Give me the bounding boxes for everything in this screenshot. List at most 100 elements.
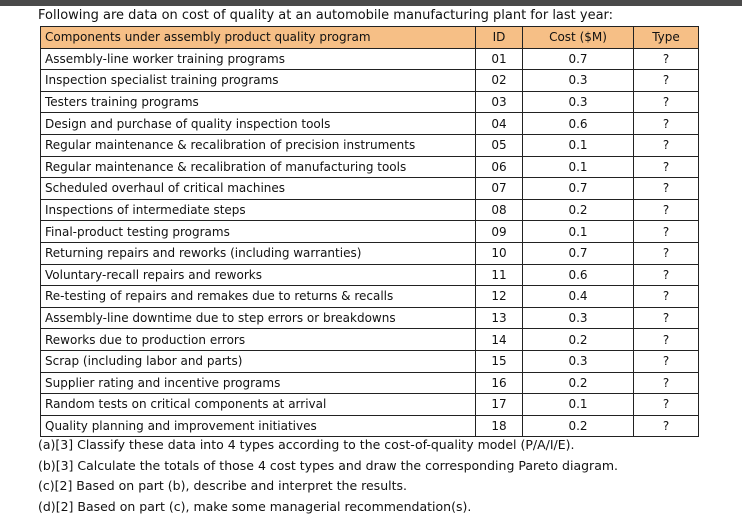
cell-type: ? [633, 177, 699, 200]
cell-type: ? [633, 133, 699, 157]
cell-component: Re-testing of repairs and remakes due to… [40, 285, 476, 308]
cell-cost: 0.3 [522, 349, 634, 373]
table-row: Design and purchase of quality inspectio… [40, 112, 699, 135]
cell-component: Testers training programs [40, 90, 476, 114]
cell-cost: 0.3 [522, 69, 634, 92]
cell-type: ? [633, 371, 699, 395]
cell-type: ? [633, 241, 699, 265]
cell-type: ? [633, 90, 699, 114]
cell-component: Reworks due to production errors [40, 328, 476, 351]
header-id: ID [475, 26, 523, 49]
cell-component: Assembly-line worker training programs [40, 47, 476, 71]
cell-cost: 0.7 [522, 177, 634, 200]
cell-cost: 0.6 [522, 112, 634, 135]
cell-component: Returning repairs and reworks (including… [40, 241, 476, 265]
cell-cost: 0.6 [522, 263, 634, 287]
header-component: Components under assembly product qualit… [40, 26, 476, 49]
cell-cost: 0.1 [522, 393, 634, 416]
question-b: (b)[3] Calculate the totals of those 4 c… [38, 457, 619, 473]
cell-id: 04 [475, 112, 523, 135]
cell-id: 08 [475, 198, 523, 222]
table-row: Reworks due to production errors 14 0.2? [40, 328, 699, 351]
cell-component: Regular maintenance & recalibration of m… [40, 155, 476, 179]
cell-type: ? [633, 112, 699, 135]
question-d: (d)[2] Based on part (c), make some mana… [38, 498, 472, 514]
cell-component: Regular maintenance & recalibration of p… [40, 133, 476, 157]
table-header-row: Components under assembly product qualit… [40, 26, 699, 49]
cell-id: 02 [475, 69, 523, 92]
table-row: Supplier rating and incentive programs 16… [40, 371, 699, 395]
cell-cost: 0.2 [522, 371, 634, 395]
table-row: Re-testing of repairs and remakes due to… [40, 285, 699, 308]
cell-type: ? [633, 328, 699, 351]
cell-id: 14 [475, 328, 523, 351]
cell-cost: 0.7 [522, 47, 634, 71]
cell-id: 12 [475, 285, 523, 308]
cell-type: ? [633, 306, 699, 330]
cell-cost: 0.2 [522, 414, 634, 438]
cell-id: 16 [475, 371, 523, 395]
table-row: Regular maintenance & recalibration of m… [40, 155, 699, 179]
cell-id: 07 [475, 177, 523, 200]
cell-id: 11 [475, 263, 523, 287]
cell-component: Voluntary-recall repairs and reworks [40, 263, 476, 287]
table-row: Inspection specialist training programs 0… [40, 69, 699, 92]
cell-component: Quality planning and improvement initiat… [40, 414, 476, 438]
table-body: Assembly-line worker training programs 01… [40, 47, 699, 438]
cell-component: Inspections of intermediate steps [40, 198, 476, 222]
table-row: Testers training programs 03 0.3? [40, 90, 699, 114]
cell-id: 17 [475, 393, 523, 416]
cell-component: Scrap (including labor and parts) [40, 349, 476, 373]
cell-cost: 0.1 [522, 220, 634, 243]
question-a: (a)[3] Classify these data into 4 types … [38, 437, 575, 452]
cell-type: ? [633, 47, 699, 71]
cell-component: Design and purchase of quality inspectio… [40, 112, 476, 135]
cell-component: Scheduled overhaul of critical machines [40, 177, 476, 200]
table-row: Quality planning and improvement initiat… [40, 414, 699, 438]
cell-id: 05 [475, 133, 523, 157]
cell-type: ? [633, 155, 699, 179]
cell-component: Supplier rating and incentive programs [40, 371, 476, 395]
cell-id: 01 [475, 47, 523, 71]
cell-cost: 0.3 [522, 90, 634, 114]
cell-component: Inspection specialist training programs [40, 69, 476, 92]
cell-component: Final-product testing programs [40, 220, 476, 243]
cell-type: ? [633, 69, 699, 92]
cell-cost: 0.1 [522, 155, 634, 179]
cell-id: 13 [475, 306, 523, 330]
table-row: Scheduled overhaul of critical machines 0… [40, 177, 699, 200]
table-row: Assembly-line downtime due to step error… [40, 306, 699, 330]
cost-of-quality-table: Components under assembly product qualit… [40, 26, 699, 438]
header-cost: Cost ($M) [522, 26, 634, 49]
cell-type: ? [633, 393, 699, 416]
cell-cost: 0.7 [522, 241, 634, 265]
question-c: (c)[2] Based on part (b), describe and i… [38, 478, 407, 493]
cell-type: ? [633, 220, 699, 243]
cell-component: Random tests on critical components at a… [40, 393, 476, 416]
cell-type: ? [633, 198, 699, 222]
questions-block: (a)[3] Classify these data into 4 types … [38, 435, 618, 517]
table-row: Inspections of intermediate steps 08 0.2? [40, 198, 699, 222]
cell-cost: 0.3 [522, 306, 634, 330]
cell-component: Assembly-line downtime due to step error… [40, 306, 476, 330]
cell-type: ? [633, 263, 699, 287]
cell-type: ? [633, 285, 699, 308]
table-row: Random tests on critical components at a… [40, 393, 699, 416]
cell-cost: 0.4 [522, 285, 634, 308]
table-row: Scrap (including labor and parts) 15 0.3? [40, 349, 699, 373]
cell-id: 03 [475, 90, 523, 114]
table-row: Returning repairs and reworks (including… [40, 241, 699, 265]
table-row: Voluntary-recall repairs and reworks 11 0.… [40, 263, 699, 287]
header-type: Type [633, 26, 699, 49]
cell-cost: 0.2 [522, 328, 634, 351]
cell-id: 18 [475, 414, 523, 438]
table-row: Final-product testing programs 09 0.1? [40, 220, 699, 243]
cell-type: ? [633, 414, 699, 438]
intro-text: Following are data on cost of quality at… [38, 8, 614, 23]
table-row: Regular maintenance & recalibration of p… [40, 133, 699, 157]
cell-id: 10 [475, 241, 523, 265]
cell-id: 15 [475, 349, 523, 373]
table-row: Assembly-line worker training programs 01… [40, 47, 699, 71]
cell-id: 09 [475, 220, 523, 243]
top-edge-bar [0, 0, 742, 6]
